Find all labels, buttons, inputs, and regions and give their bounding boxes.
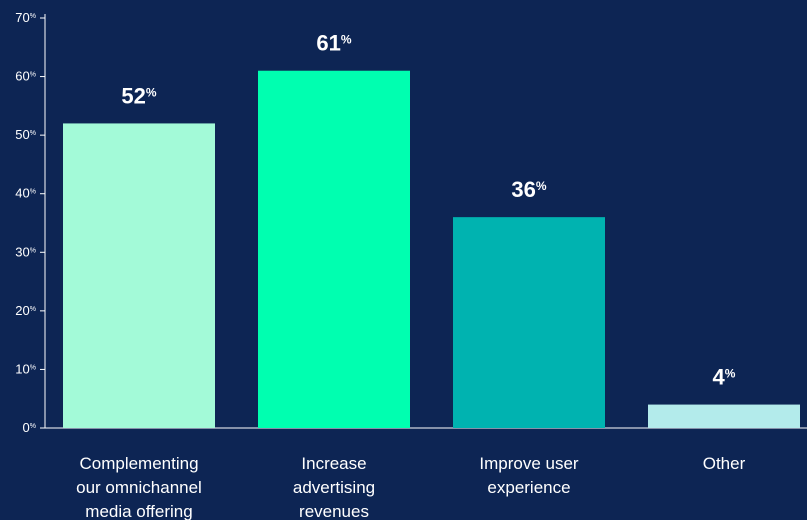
y-tick-label: 10%	[15, 361, 36, 376]
y-tick-label: 0%	[23, 420, 36, 435]
y-tick-label: 60%	[15, 69, 36, 84]
data-label: 52%	[121, 83, 156, 108]
category-label: Improve user experience	[479, 454, 579, 497]
bars	[63, 70, 800, 428]
data-label: 61%	[316, 31, 351, 56]
y-tick-label: 30%	[15, 244, 36, 259]
y-tick-label: 20%	[15, 303, 36, 318]
bar	[453, 217, 605, 428]
category-label: Other	[703, 454, 746, 473]
y-tick-label: 50%	[15, 127, 36, 142]
data-label: 36%	[511, 177, 546, 202]
category-label: Increase advertising revenues	[293, 454, 375, 520]
bar	[648, 404, 800, 428]
value-labels: 52% 61% 36% 4%	[121, 31, 735, 390]
bar	[63, 123, 215, 428]
category-label: Complementing our omnichannel media offeri…	[76, 454, 202, 520]
y-tick-label: 70%	[15, 10, 36, 25]
bar	[258, 70, 410, 428]
x-axis-labels: Complementing our omnichannel media offeri…	[76, 454, 745, 520]
data-label: 4%	[713, 365, 736, 390]
y-tick-label: 40%	[15, 186, 36, 201]
